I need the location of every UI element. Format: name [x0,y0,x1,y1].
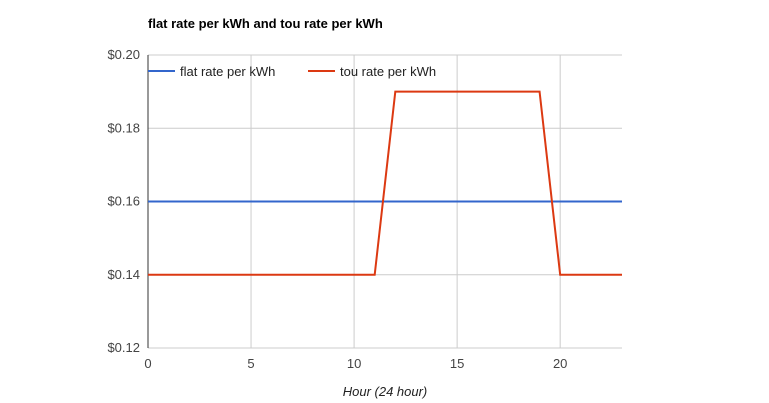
y-tick-label: $0.18 [107,120,140,135]
chart-title: flat rate per kWh and tou rate per kWh [148,16,383,31]
y-tick-label: $0.12 [107,340,140,355]
legend-label: flat rate per kWh [180,64,275,79]
x-tick-label: 10 [347,356,361,371]
legend-label: tou rate per kWh [340,64,436,79]
series-line-2 [148,90,622,276]
x-axis-label: Hour (24 hour) [343,384,428,399]
y-tick-label: $0.16 [107,194,140,209]
y-tick-label: $0.14 [107,267,140,282]
x-tick-label: 5 [247,356,254,371]
x-tick-label: 15 [450,356,464,371]
x-tick-label: 0 [144,356,151,371]
x-tick-label: 20 [553,356,567,371]
y-tick-label: $0.20 [107,47,140,62]
